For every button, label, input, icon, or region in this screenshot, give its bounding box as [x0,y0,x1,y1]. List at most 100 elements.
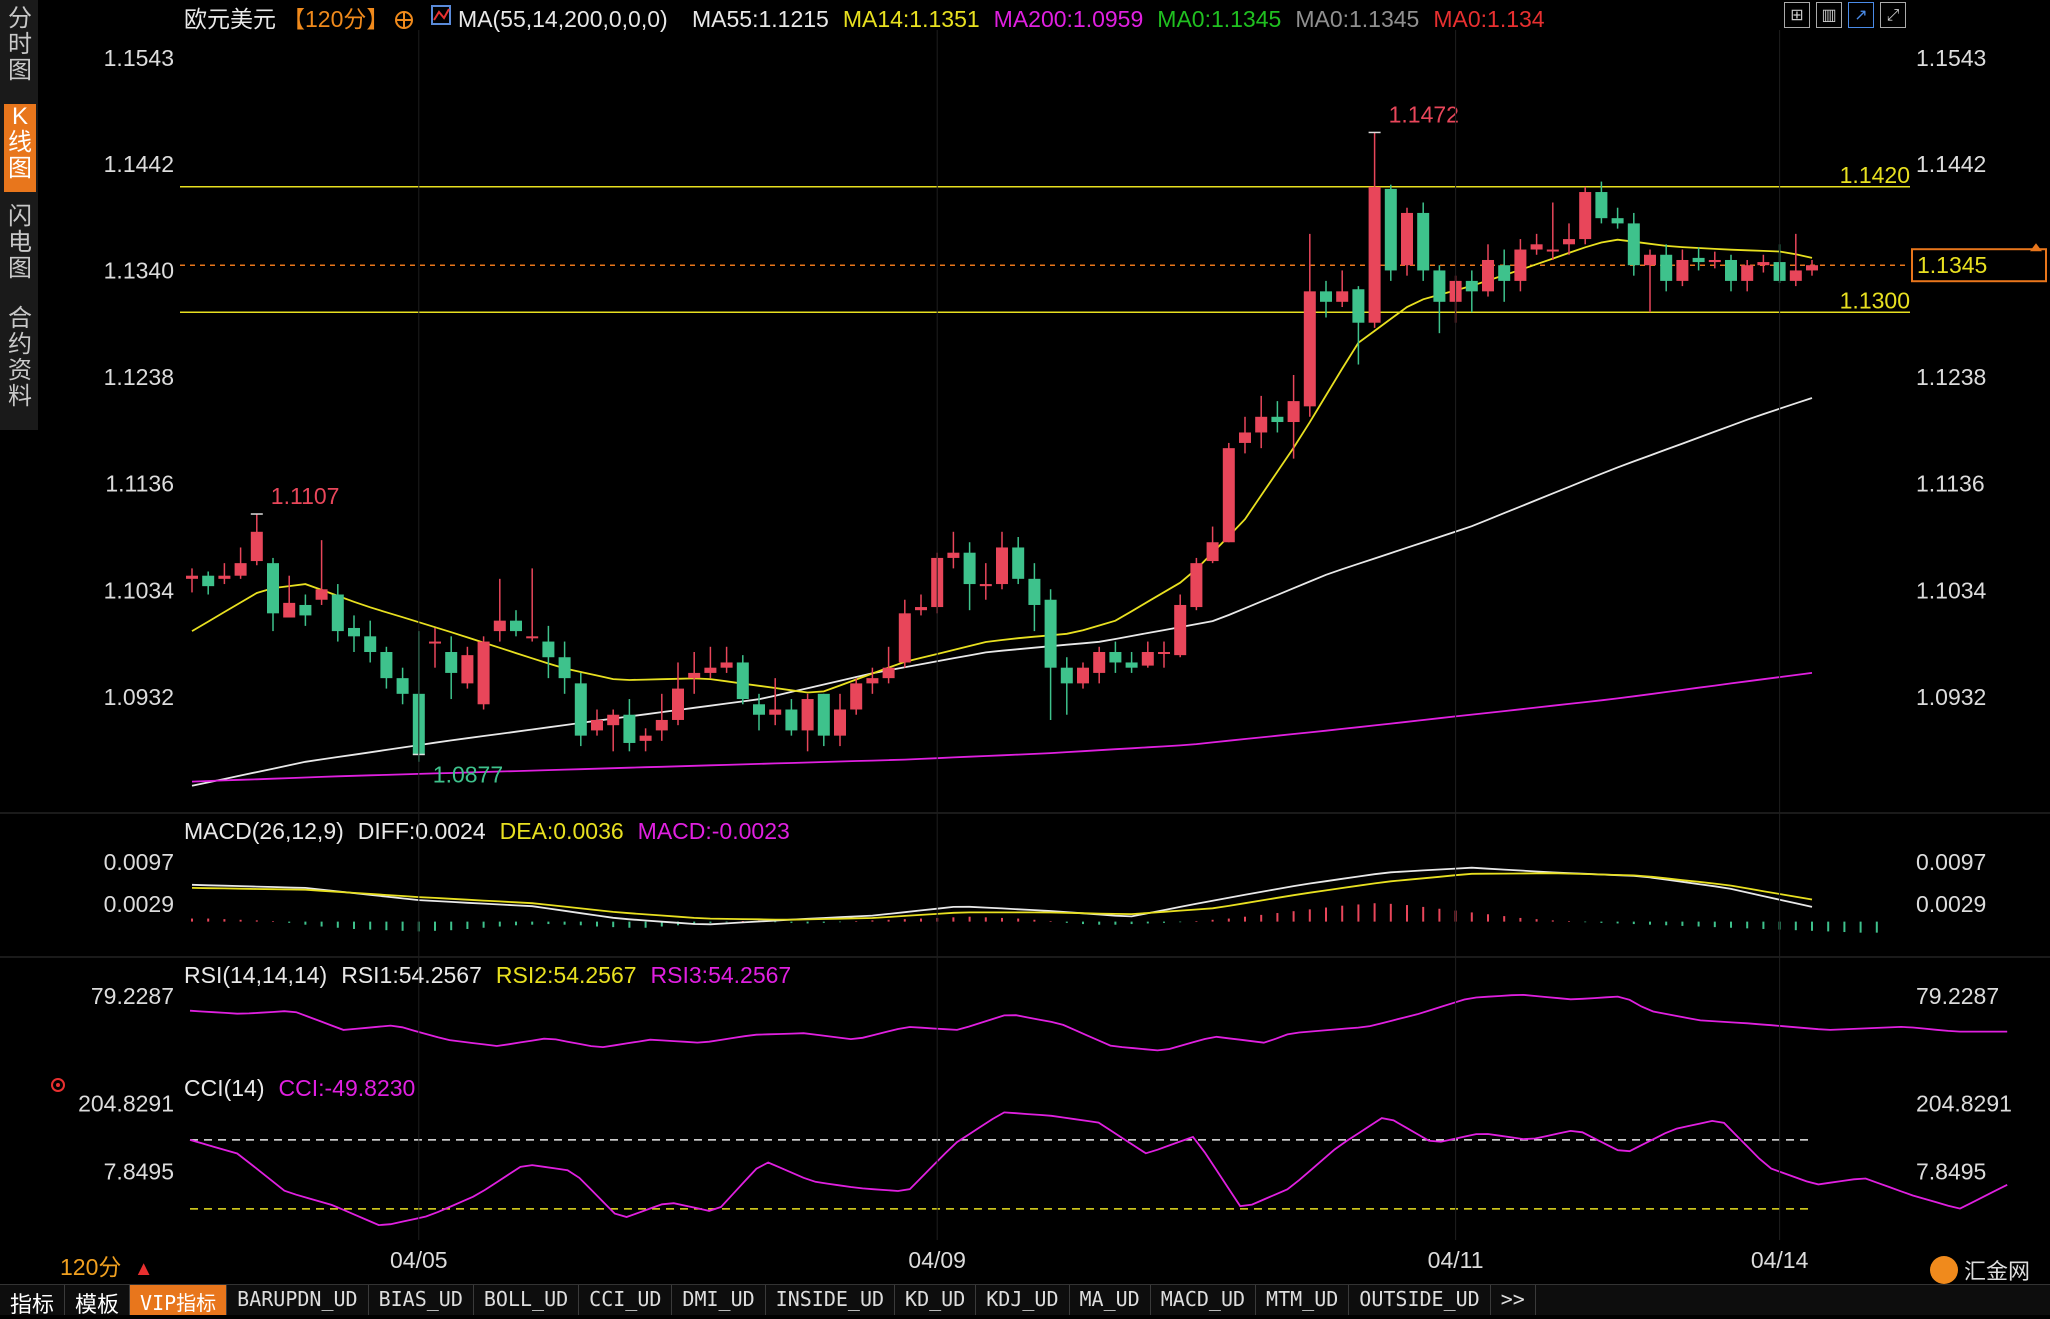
candle [299,594,312,626]
candle [526,568,539,642]
candle [1174,594,1187,658]
period-arrow-icon: ▲ [133,1258,154,1280]
candle-body [202,575,215,587]
cci-settings-icon[interactable] [51,1078,65,1092]
indicator-tab[interactable]: KD_UD [895,1285,977,1315]
candle-body [1125,662,1138,668]
macd-diff: DIFF:0.0024 [358,818,486,844]
candle-body [753,704,765,715]
candle-body [331,594,344,632]
candle-body [558,657,571,679]
candle-body [1158,652,1170,655]
indicator-tab[interactable]: >> [1491,1285,1536,1315]
indicator-tab[interactable]: CCI_UD [579,1285,673,1315]
macd-params: MACD(26,12,9) [184,818,344,844]
indicator-tab[interactable]: KDJ_UD [976,1285,1070,1315]
candle-body [1676,259,1689,281]
candle-body [1741,265,1754,281]
sidebar-tab-contract-info[interactable]: 合约资料 [8,305,32,410]
current-price-arrow-icon [2030,243,2042,252]
candle [477,636,490,710]
ma-value: MA14:1.1351 [843,6,980,32]
indicator-tab[interactable]: BARUPDN_UD [227,1285,369,1315]
candle-body [1789,270,1802,281]
candle-body [1725,259,1737,281]
candle-body [1644,254,1656,266]
candle [1222,442,1235,543]
candle [250,514,263,566]
low-price-marker: 1.0877 [433,761,503,787]
grid-layout-icon[interactable]: ⊞ [1784,2,1810,28]
indicator-tab[interactable]: MA_UD [1070,1285,1151,1315]
indicator-tab[interactable]: BIAS_UD [369,1285,474,1315]
chart-layout-icon[interactable]: ↗ [1848,2,1874,28]
ma-value: MA0:1.134 [1433,6,1544,32]
indicator-tab[interactable]: VIP指标 [130,1285,228,1315]
cci-tick-right: 204.8291 [1916,1091,2012,1117]
date-label: 04/11 [1428,1247,1484,1273]
candle [996,531,1008,590]
candle [234,547,247,579]
candle-body [186,575,198,579]
candle [1514,239,1527,292]
candle-body [1239,432,1251,443]
instrument-name: 欧元美元 [184,6,276,32]
candle-body [218,575,231,579]
candle-body [1433,270,1446,302]
candle-body [574,683,587,736]
swing-high-marker: 1.1107 [271,483,340,509]
candle-body [461,655,474,684]
rsi3-value: RSI3:54.2567 [651,962,792,988]
candle-body [1595,192,1608,219]
indicator-tab[interactable]: 模板 [65,1285,131,1317]
column-layout-icon[interactable]: ▥ [1816,2,1842,28]
indicator-tab[interactable]: INSIDE_UD [766,1285,896,1315]
candle-body [1012,547,1025,579]
chart-area[interactable]: 1.1543 1.1543 1.1442 1.1442 1.1340 1.1238 1.12… [0,0,2050,1284]
indicator-tab[interactable]: MTM_UD [1256,1285,1350,1315]
price-tick-right: 1.0932 [1916,684,1986,710]
candle-body [639,735,652,741]
candle [607,709,620,752]
candle [1125,652,1138,673]
sidebar-tab-kline[interactable]: K线图 [4,104,36,192]
ma-params: MA(55,14,200,0,0,0) [458,6,668,32]
candle-body [1060,667,1073,684]
candle-body [1077,667,1089,684]
brand: 汇金网 [1930,1254,2030,1286]
cci-panel: CCI(14) CCI:-49.8230 204.8291 204.8291 7.84… [51,1075,2012,1227]
candle [364,620,377,663]
ma-indicator-icon[interactable] [431,5,451,25]
candle-body [1660,254,1673,281]
cci-tick-left: 7.8495 [104,1159,174,1185]
candle-body [655,719,668,731]
indicator-tab[interactable]: BOLL_UD [474,1285,580,1315]
ma-value: MA0:1.1345 [1295,6,1419,32]
candle-body [1563,239,1575,245]
macd-legend: MACD(26,12,9) DIFF:0.0024 DEA:0.0036 MACD:-… [184,818,790,844]
indicator-tab[interactable]: OUTSIDE_UD [1349,1285,1491,1315]
candle-body [1271,416,1284,423]
candle [834,693,846,747]
macd-dea: DEA:0.0036 [500,818,624,844]
cci-tick-right: 7.8495 [1916,1159,1986,1185]
candle [1320,280,1332,318]
indicator-tab[interactable]: 指标 [0,1285,66,1317]
candle [979,563,992,600]
candle-body [1109,652,1122,663]
candle-body [720,662,733,668]
cci-line [189,1111,2008,1227]
period-selector[interactable]: 120分 ▲ [60,1248,154,1282]
sidebar-tab-timeshare[interactable]: 分时图 [8,5,32,84]
indicator-tab[interactable]: DMI_UD [672,1285,766,1315]
indicator-tab[interactable]: MACD_UD [1151,1285,1257,1315]
candle-body [1352,289,1365,323]
candle [882,646,895,684]
candle-body [672,688,684,720]
candle-body [1611,218,1624,224]
candle-body [1222,448,1235,543]
candle-body [1417,212,1430,271]
zoom-layout-icon[interactable]: ⤢ [1880,2,1906,28]
sidebar-tab-flash[interactable]: 闪电图 [8,203,32,282]
candle-body [1255,416,1268,433]
